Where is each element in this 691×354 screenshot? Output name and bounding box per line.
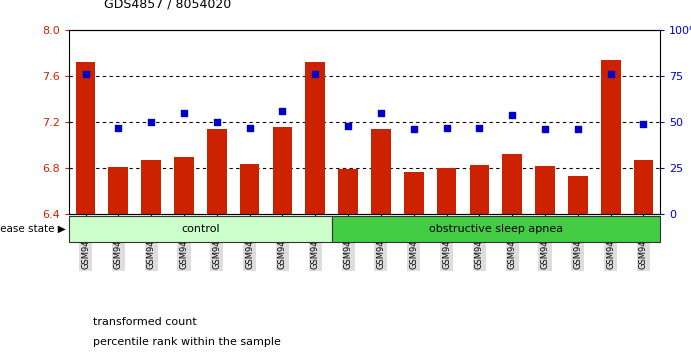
Point: [441, 125, 452, 131]
Bar: [240, 164, 259, 214]
Point: [474, 125, 485, 131]
Bar: [634, 160, 653, 214]
Bar: [338, 169, 358, 214]
Point: [178, 110, 189, 116]
Bar: [600, 60, 621, 214]
Bar: [568, 176, 587, 214]
Text: obstructive sleep apnea: obstructive sleep apnea: [428, 224, 563, 234]
Point: [507, 112, 518, 118]
Text: transformed count: transformed count: [93, 317, 197, 327]
Point: [146, 119, 157, 125]
Bar: [404, 172, 424, 214]
Point: [572, 127, 583, 132]
Point: [408, 127, 419, 132]
Point: [375, 110, 386, 116]
Point: [277, 108, 288, 114]
Text: control: control: [181, 224, 220, 234]
Bar: [141, 160, 161, 214]
Bar: [305, 62, 325, 214]
Point: [211, 119, 223, 125]
Point: [80, 72, 91, 77]
Bar: [371, 129, 390, 214]
Point: [244, 125, 255, 131]
Point: [540, 127, 551, 132]
Text: disease state ▶: disease state ▶: [0, 224, 66, 234]
Bar: [437, 168, 456, 214]
Text: percentile rank within the sample: percentile rank within the sample: [93, 337, 281, 347]
Bar: [469, 165, 489, 214]
Bar: [332, 216, 660, 242]
Point: [638, 121, 649, 127]
Bar: [535, 166, 555, 214]
Bar: [108, 167, 128, 214]
Point: [310, 72, 321, 77]
Point: [605, 72, 616, 77]
Bar: [272, 127, 292, 214]
Text: GDS4857 / 8054020: GDS4857 / 8054020: [104, 0, 231, 11]
Bar: [69, 216, 332, 242]
Bar: [502, 154, 522, 214]
Bar: [174, 156, 193, 214]
Bar: [207, 129, 227, 214]
Point: [343, 123, 354, 129]
Point: [113, 125, 124, 131]
Bar: [76, 62, 95, 214]
